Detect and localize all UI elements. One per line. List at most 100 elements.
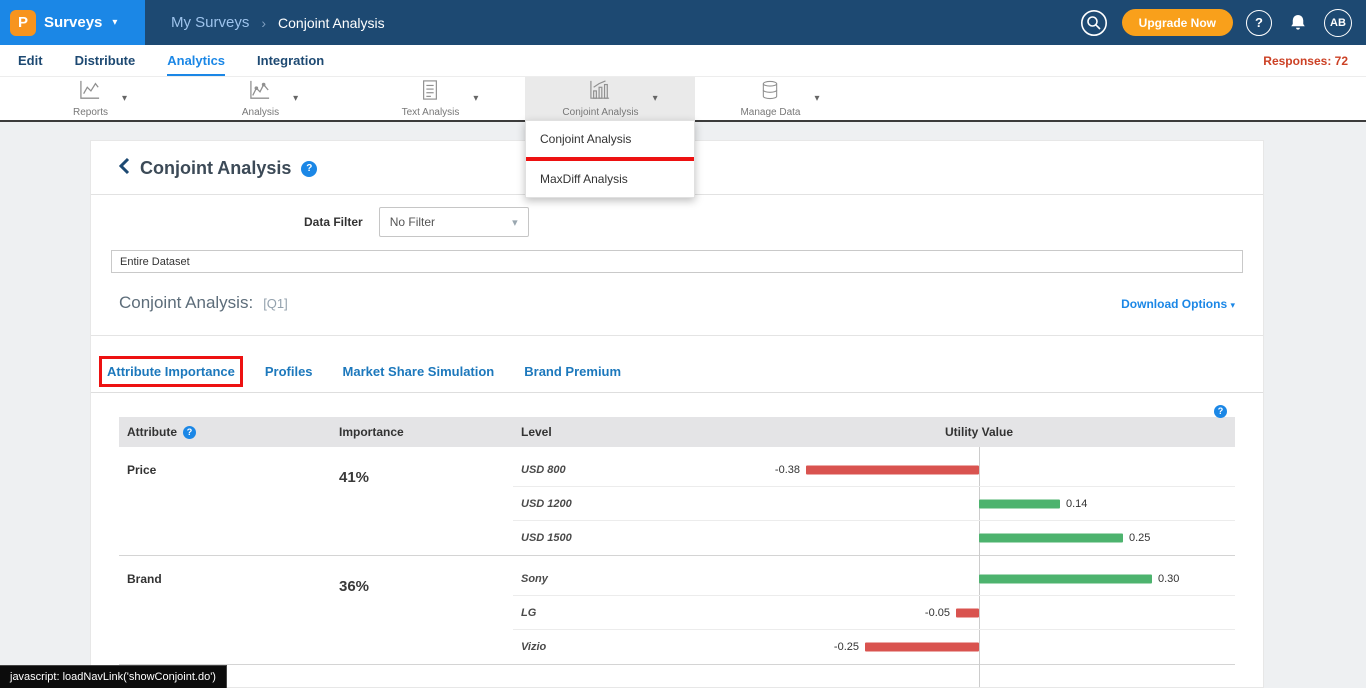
line-chart-icon [79,80,101,105]
chevron-down-icon: ▾ [1230,300,1235,310]
database-icon [760,80,780,105]
search-icon[interactable] [1079,8,1109,38]
importance-value: 41% [339,447,513,555]
level-row: LG -0.05 [513,596,1235,630]
survey-nav: Edit Distribute Analytics Integration Re… [0,45,1366,77]
breadcrumb-my-surveys[interactable]: My Surveys [171,14,249,31]
table-header: Attribute ? Importance Level Utility Val… [119,417,1235,447]
chevron-left-icon[interactable] [119,157,130,180]
data-filter-value: No Filter [390,215,435,229]
level-header-label: Level [513,425,552,439]
toolbar-item-analysis[interactable]: Analysis ▾ [185,77,355,120]
section-question-ref: [Q1] [263,296,288,311]
level-row: Vizio -0.25 [513,630,1235,664]
chevron-down-icon: ▾ [112,17,117,28]
toolbar-item-label: Reports [73,107,108,118]
table-help-row: ? [91,393,1263,417]
level-list: USD 800 -0.38 USD 1200 0.14 USD 1500 [513,447,1235,555]
chevron-down-icon[interactable]: ▾ [653,93,658,104]
result-tabs: Attribute Importance Profiles Market Sha… [91,362,1263,393]
chevron-down-icon[interactable]: ▾ [122,93,127,104]
utility-value-label: 0.30 [1158,573,1179,585]
avatar[interactable]: AB [1324,9,1352,37]
nav-item-integration[interactable]: Integration [257,45,324,76]
breadcrumb-current: Conjoint Analysis [278,15,385,31]
main-content: Conjoint Analysis ? Data Filter No Filte… [0,122,1366,688]
chevron-down-icon[interactable]: ▾ [815,93,820,104]
utility-bar [956,608,979,617]
menu-item-conjoint-analysis[interactable]: Conjoint Analysis [526,121,694,157]
product-menu[interactable]: P Surveys ▾ [0,0,145,45]
conjoint-card: Conjoint Analysis ? Data Filter No Filte… [90,140,1264,688]
breadcrumb-separator-icon: › [261,15,266,31]
help-icon[interactable]: ? [1246,10,1272,36]
level-row: USD 1500 0.25 [513,521,1235,555]
toolbar-item-label: Conjoint Analysis [562,107,638,118]
utility-value-label: 0.25 [1129,532,1150,544]
level-row: USD 800 -0.38 [513,453,1235,487]
utility-value-header-label: Utility Value [945,425,1013,439]
toolbar-item-label: Analysis [242,107,279,118]
dataset-field[interactable] [111,250,1243,273]
attribute-group-brand: Brand 36% Sony 0.30 LG -0.05 [119,556,1235,665]
utility-value-label: -0.38 [775,464,800,476]
attribute-name: Brand [119,556,339,664]
section-title: Conjoint Analysis: [119,293,253,313]
analytics-toolbar: Reports ▾ Analysis ▾ Text Analysis ▾ Con… [0,77,1366,122]
page-title: Conjoint Analysis [140,158,291,179]
top-bar: P Surveys ▾ My Surveys › Conjoint Analys… [0,0,1366,45]
nav-item-distribute[interactable]: Distribute [75,45,136,76]
toolbar-item-conjoint-analysis[interactable]: Conjoint Analysis ▾ [525,77,695,120]
tab-brand-premium[interactable]: Brand Premium [522,362,623,381]
table-body: Price 41% USD 800 -0.38 USD 1200 0.14 [119,447,1235,665]
breadcrumb: My Surveys › Conjoint Analysis [171,14,385,31]
utility-bar [865,643,979,652]
level-name: USD 1200 [521,498,572,510]
attribute-help-icon[interactable]: ? [183,426,196,439]
toolbar-item-reports[interactable]: Reports ▾ [15,77,185,120]
section-header-row: Conjoint Analysis: [Q1] Download Options… [91,293,1263,313]
utility-value-label: -0.05 [925,607,950,619]
column-header-level-utility: Level Utility Value [513,417,1235,447]
level-row: Sony 0.30 [513,562,1235,596]
utility-bar [979,534,1123,543]
chevron-down-icon[interactable]: ▾ [293,93,298,104]
data-filter-select[interactable]: No Filter ▾ [379,207,529,237]
topbar-actions: Upgrade Now ? AB [1079,8,1366,38]
data-filter-row: Data Filter No Filter ▾ [304,207,1263,237]
title-help-icon[interactable]: ? [301,161,317,177]
column-header-importance: Importance [339,425,513,439]
chevron-down-icon[interactable]: ▾ [473,93,478,104]
column-header-attribute: Attribute ? [119,425,339,439]
level-name: USD 800 [521,464,566,476]
toolbar-item-label: Text Analysis [402,107,460,118]
utility-value-label: 0.14 [1066,498,1087,510]
utility-value-label: -0.25 [834,641,859,653]
responses-count[interactable]: Responses: 72 [1263,45,1348,76]
nav-item-edit[interactable]: Edit [18,45,43,76]
tab-market-share-simulation[interactable]: Market Share Simulation [341,362,497,381]
status-link-tooltip: javascript: loadNavLink('showConjoint.do… [0,665,227,688]
attribute-name: Price [119,447,339,555]
notifications-bell-icon[interactable] [1285,10,1311,36]
section-divider [91,335,1263,336]
bar-line-chart-icon [589,80,611,105]
toolbar-item-text-analysis[interactable]: Text Analysis ▾ [355,77,525,120]
nav-item-analytics[interactable]: Analytics [167,45,225,76]
tab-attribute-importance[interactable]: Attribute Importance [105,362,237,381]
utility-bar [979,499,1060,508]
utility-bar [806,465,979,474]
document-table-icon [420,80,440,105]
level-name: Sony [521,573,548,585]
menu-item-maxdiff-analysis[interactable]: MaxDiff Analysis [526,161,694,197]
logo-icon: P [10,10,36,36]
toolbar-item-manage-data[interactable]: Manage Data ▾ [695,77,865,120]
table-help-icon[interactable]: ? [1214,405,1227,418]
level-name: Vizio [521,641,546,653]
upgrade-now-button[interactable]: Upgrade Now [1122,9,1233,36]
download-options-link[interactable]: Download Options ▾ [1121,297,1235,311]
tab-profiles[interactable]: Profiles [263,362,315,381]
utility-bar [979,574,1152,583]
product-menu-label: Surveys [44,14,102,31]
download-options-label: Download Options [1121,297,1227,311]
